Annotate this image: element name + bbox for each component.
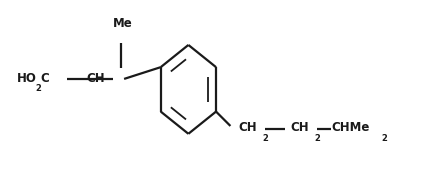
Text: CHMe: CHMe xyxy=(331,121,369,134)
Text: C: C xyxy=(41,72,49,85)
Text: CH: CH xyxy=(291,121,309,134)
Text: 2: 2 xyxy=(315,134,321,143)
Text: 2: 2 xyxy=(35,84,41,93)
Text: CH: CH xyxy=(238,121,256,134)
Text: 2: 2 xyxy=(382,134,387,143)
Text: Me: Me xyxy=(113,17,132,30)
Text: 2: 2 xyxy=(262,134,268,143)
Text: HO: HO xyxy=(17,72,37,85)
Text: CH: CH xyxy=(87,72,105,85)
